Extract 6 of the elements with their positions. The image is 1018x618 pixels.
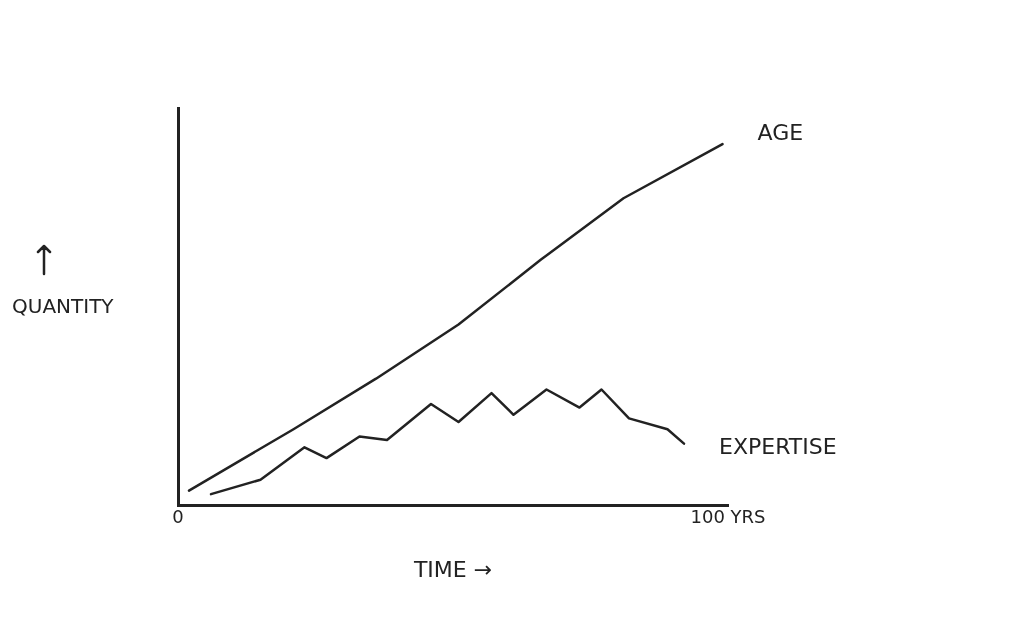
x-tick-label: 100 YRS: [690, 506, 766, 528]
x-tick-label: 0: [172, 506, 184, 528]
y-axis-title: QUANTITY: [12, 294, 115, 319]
x-axis-title: TIME →: [412, 556, 493, 582]
series-label: AGE: [757, 119, 804, 145]
series-label: EXPERTISE: [719, 434, 837, 460]
